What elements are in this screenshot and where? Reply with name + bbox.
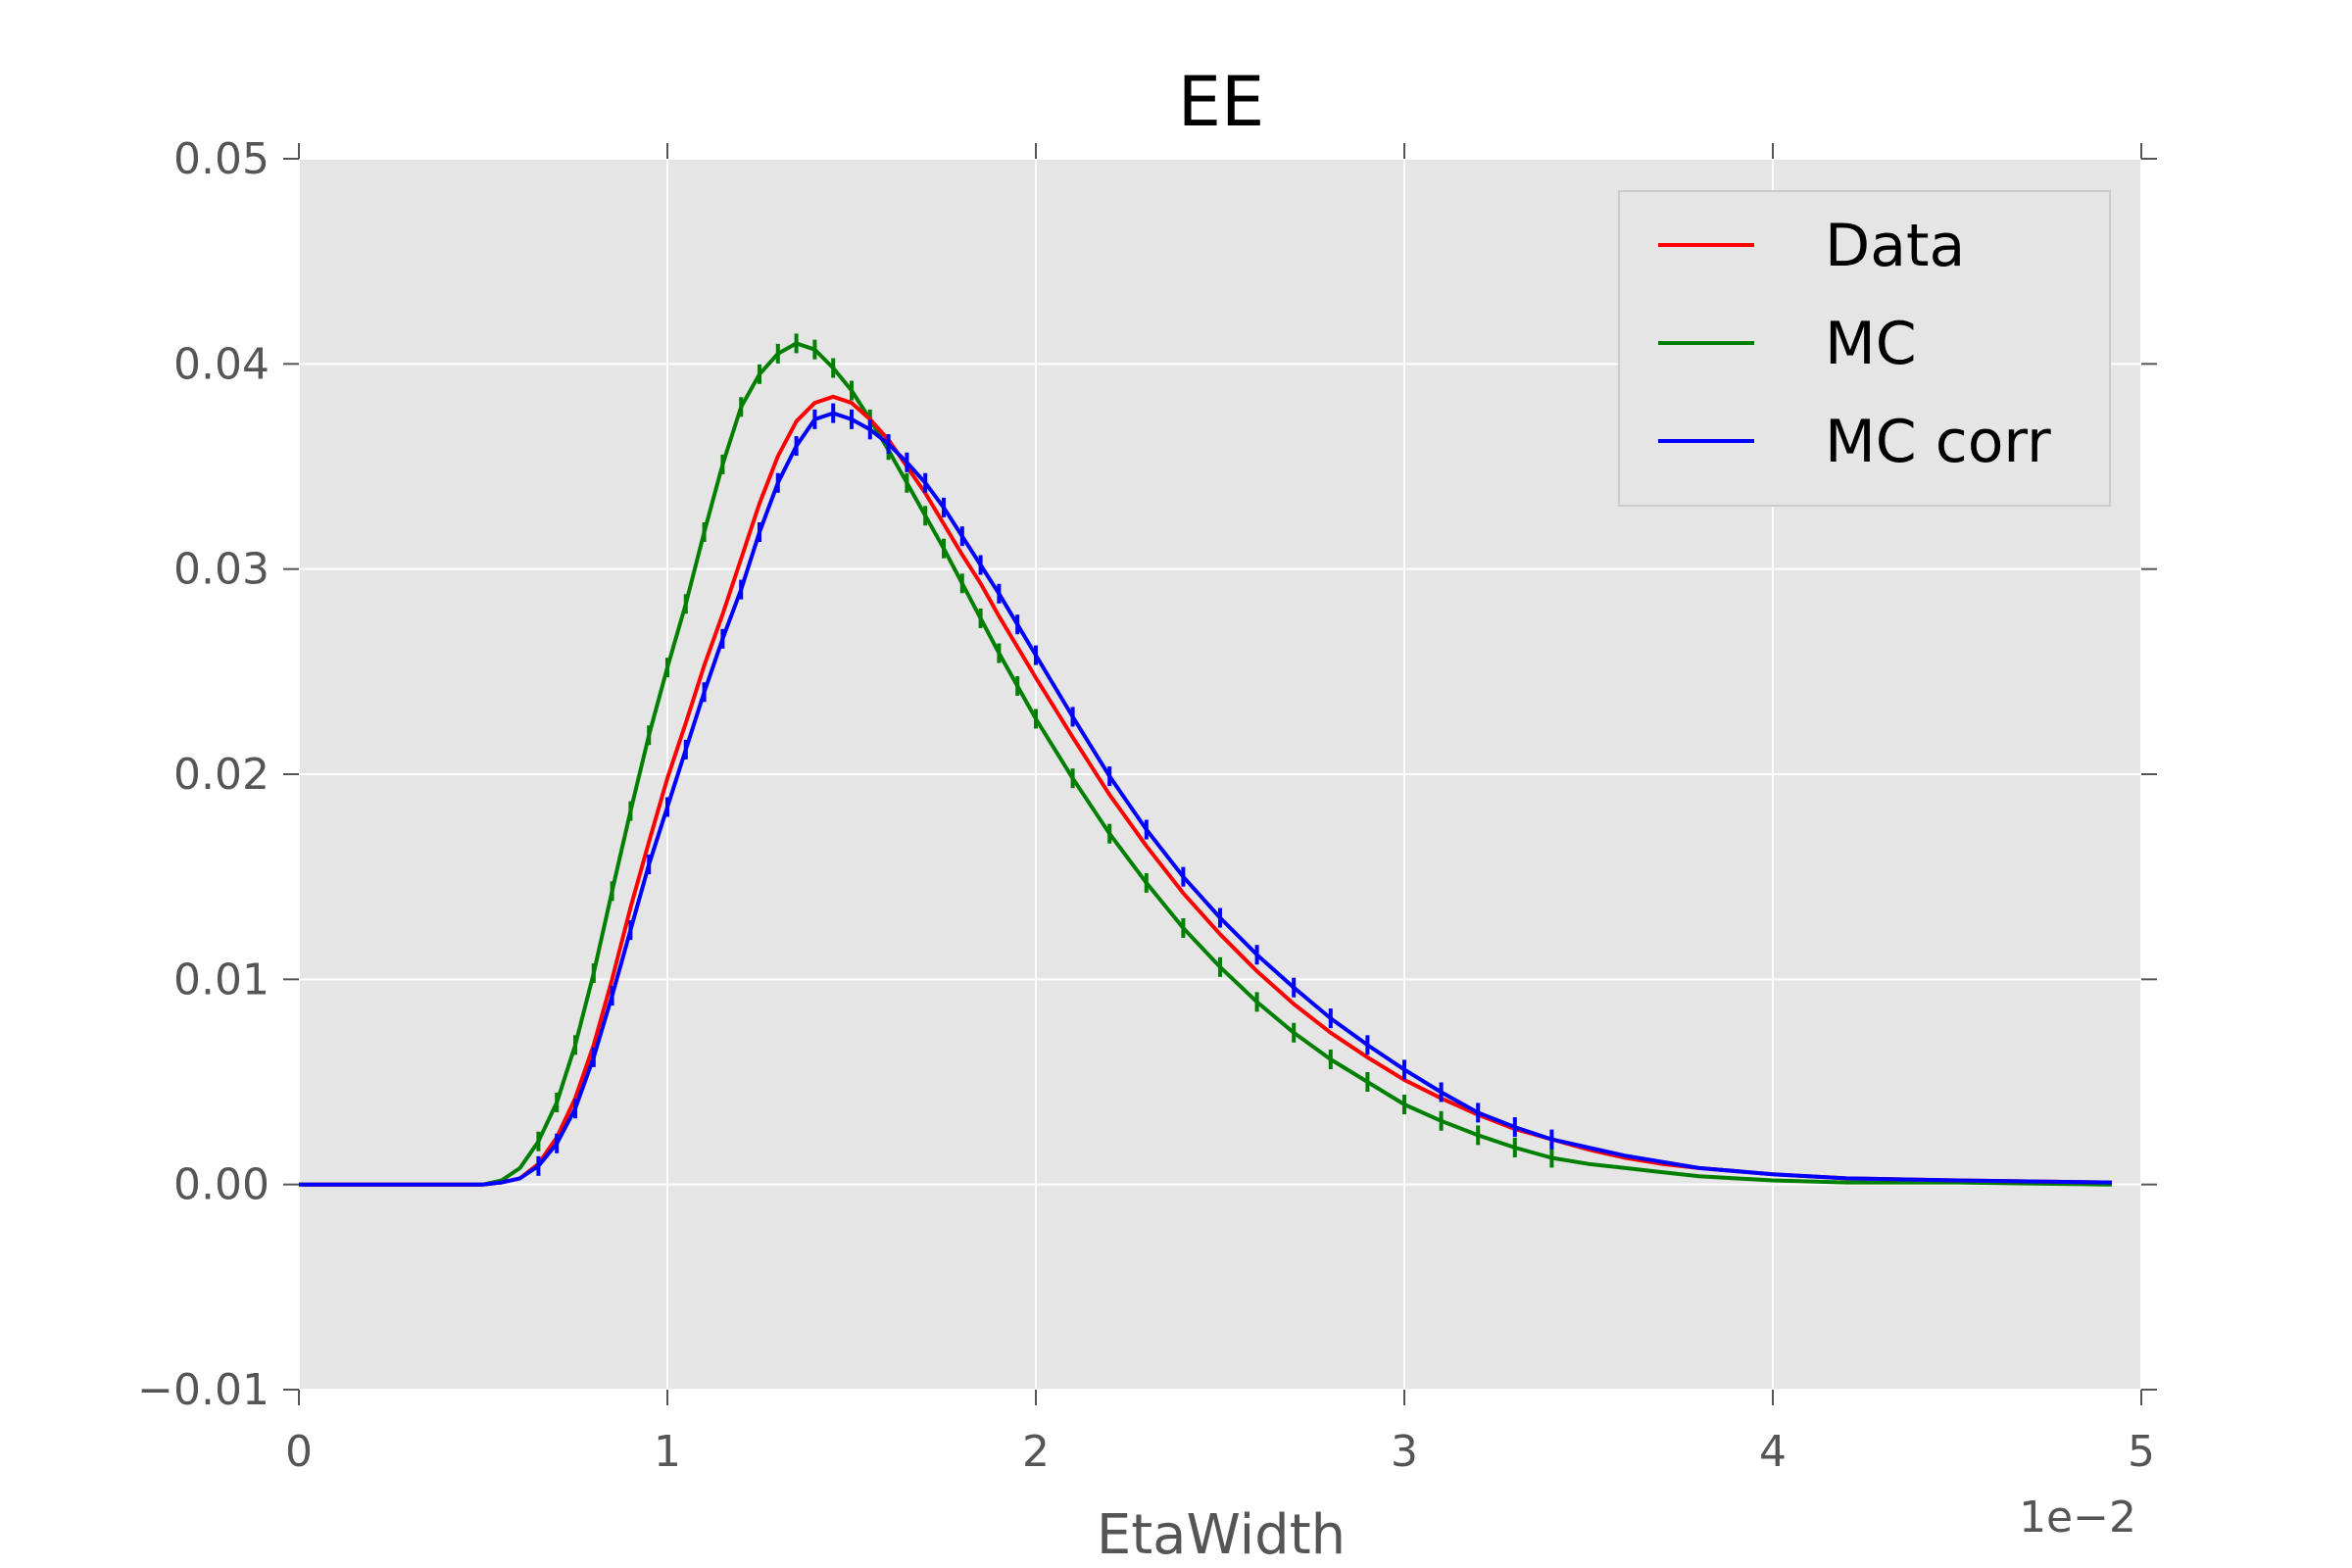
y-tick-label: 0.00 [173,1160,270,1210]
x-tick-label: 0 [285,1427,313,1477]
legend: Data MC MC corr [1618,190,2111,507]
y-tick-label: 0.05 [173,134,270,184]
axis-ticks: 0 1 2 3 4 5 −0.01 0.00 0.01 0.02 0.03 0.04 0.05 [137,134,2157,1477]
x-axis-offset-label: 1e−2 [2019,1493,2136,1543]
x-tick-label: 2 [1022,1427,1050,1477]
series-line-mc-corr [299,411,2112,1187]
y-tick-label: 0.04 [173,339,270,389]
x-tick-label: 4 [1759,1427,1787,1477]
x-tick-label: 5 [2128,1427,2155,1477]
y-tick-label: 0.01 [173,955,270,1004]
x-axis-label: EtaWidth [1097,1503,1346,1567]
y-tick-label: −0.01 [137,1365,270,1415]
legend-label: MC [1825,310,1917,378]
legend-label: MC corr [1825,408,2051,476]
series-line-mc [299,341,2112,1187]
legend-label: Data [1825,212,1965,280]
chart-title: EE [1178,62,1264,142]
series-layer [299,333,2112,1187]
x-tick-label: 1 [654,1427,681,1477]
y-tick-label: 0.02 [173,750,270,800]
x-tick-label: 3 [1391,1427,1418,1477]
y-tick-label: 0.03 [173,545,270,595]
